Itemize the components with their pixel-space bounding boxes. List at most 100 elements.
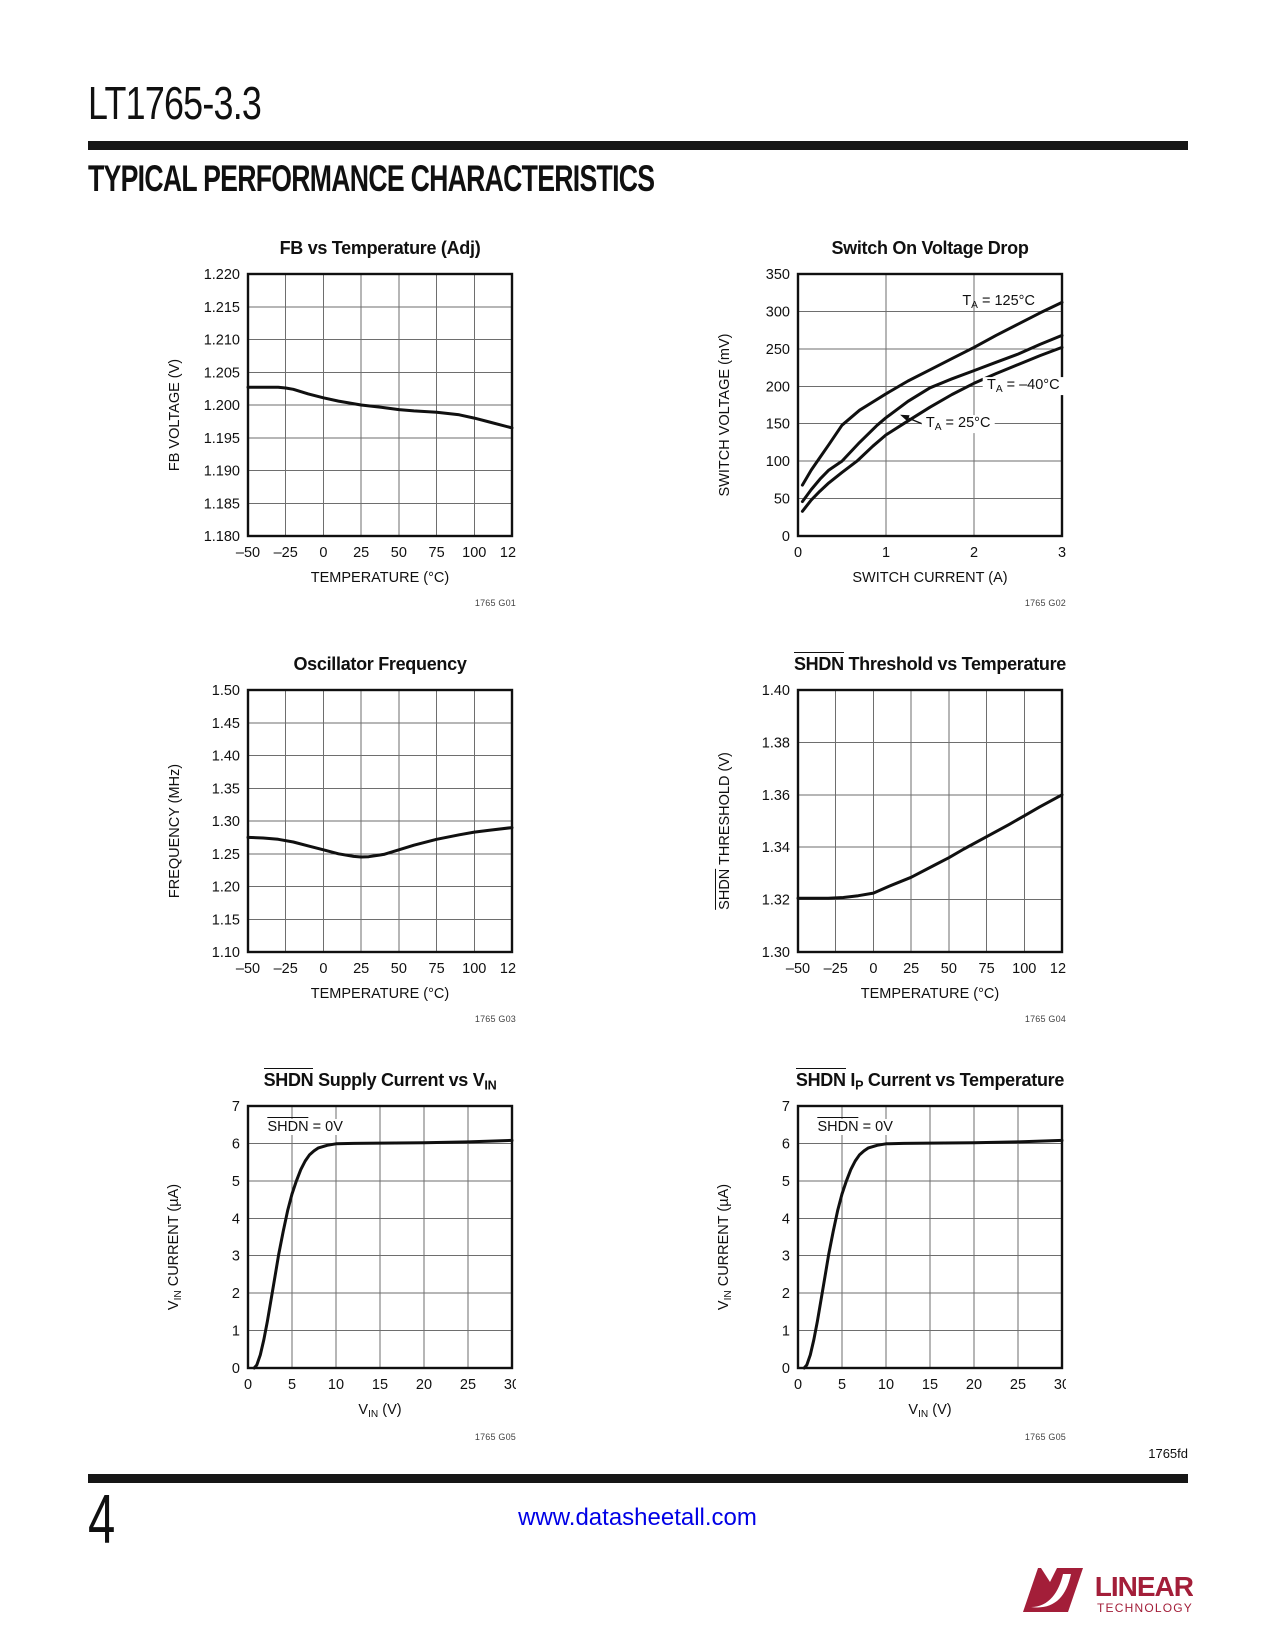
svg-text:125: 125	[500, 961, 516, 977]
svg-text:10: 10	[328, 1377, 344, 1393]
svg-text:50: 50	[391, 545, 407, 561]
svg-text:4: 4	[782, 1211, 790, 1227]
svg-text:0: 0	[319, 545, 327, 561]
svg-text:1.10: 1.10	[212, 945, 240, 961]
chart-switch-on-voltage-drop: Switch On Voltage Drop SWITCH VOLTAGE (m…	[714, 238, 1066, 608]
lt-logo-mark	[1023, 1568, 1083, 1612]
page-number: 4	[88, 1480, 116, 1558]
svg-text:15: 15	[372, 1377, 388, 1393]
plot-svg: 0 1 2 3 350 300 250 200 150 100 50 0	[766, 267, 1066, 561]
chart-figure-number: 1765 G02	[1024, 598, 1066, 608]
svg-text:100: 100	[462, 545, 486, 561]
chart-shdn-supply-current: SHDN Supply Current vs VIN VIN CURRENT (…	[164, 1068, 516, 1442]
svg-text:150: 150	[766, 417, 790, 433]
svg-text:–50: –50	[236, 961, 260, 977]
chart-body: SHDN THRESHOLD (V) –50 –25 0 25 50 75 100 125 1.…	[714, 680, 1066, 982]
svg-text:0: 0	[244, 1377, 252, 1393]
curve-annotation: TA = –40°C	[982, 377, 1064, 396]
svg-text:50: 50	[941, 961, 957, 977]
svg-text:75: 75	[429, 545, 445, 561]
svg-text:4: 4	[232, 1211, 240, 1227]
svg-text:125: 125	[1050, 961, 1066, 977]
svg-text:1.30: 1.30	[212, 814, 240, 830]
y-axis-label: FB VOLTAGE (V)	[167, 358, 183, 472]
svg-text:100: 100	[766, 454, 790, 470]
svg-text:7: 7	[232, 1099, 240, 1115]
svg-text:1.40: 1.40	[762, 683, 790, 699]
svg-text:1: 1	[882, 545, 890, 561]
curve-annotation: TA = 125°C	[962, 293, 1035, 312]
svg-text:5: 5	[838, 1377, 846, 1393]
svg-text:1.15: 1.15	[212, 912, 240, 928]
svg-text:3: 3	[782, 1249, 790, 1265]
chart-body: SWITCH VOLTAGE (mV) 0 1 2 3 350 300 250 200 150 1…	[714, 264, 1066, 566]
x-axis-label: TEMPERATURE (°C)	[310, 986, 450, 1002]
curve-annotation: SHDN = 0V	[263, 1116, 347, 1135]
charts-grid: FB vs Temperature (Adj) FB VOLTAGE (V) –…	[88, 238, 1188, 1442]
svg-text:–25: –25	[824, 961, 848, 977]
logo-brand-text: LINEAR	[1095, 1571, 1193, 1602]
website-link[interactable]: www.datasheetall.com	[518, 1504, 757, 1531]
svg-text:1.36: 1.36	[762, 788, 790, 804]
svg-text:0: 0	[794, 1377, 802, 1393]
svg-text:20: 20	[966, 1377, 982, 1393]
svg-text:3: 3	[232, 1249, 240, 1265]
x-axis-label: TEMPERATURE (°C)	[310, 570, 450, 586]
svg-text:200: 200	[766, 379, 790, 395]
x-axis-label: TEMPERATURE (°C)	[860, 986, 1000, 1002]
svg-text:5: 5	[782, 1174, 790, 1190]
svg-text:1.195: 1.195	[204, 431, 240, 447]
y-axis-label: VIN CURRENT (µA)	[716, 1183, 734, 1311]
website-link-row: www.datasheetall.com	[0, 1504, 1275, 1532]
svg-text:–25: –25	[274, 545, 298, 561]
part-number: LT1765-3.3	[88, 77, 262, 129]
plot-svg: 05101520253076543210	[782, 1099, 1066, 1393]
chart-figure-number: 1765 G01	[474, 598, 516, 608]
plot-area: –50 –25 0 25 50 75 100 125 1.40 1.38 1.36 1.34 1.32 1…	[736, 680, 1066, 982]
x-axis-label: SWITCH CURRENT (A)	[852, 570, 1008, 586]
chart-figure-number: 1765 G05	[1024, 1431, 1066, 1442]
svg-text:100: 100	[462, 961, 486, 977]
svg-text:6: 6	[232, 1136, 240, 1152]
svg-text:75: 75	[429, 961, 445, 977]
svg-text:1.35: 1.35	[212, 781, 240, 797]
svg-text:25: 25	[460, 1377, 476, 1393]
svg-text:2: 2	[970, 545, 978, 561]
y-axis-label: VIN CURRENT (µA)	[166, 1183, 184, 1311]
svg-text:1.190: 1.190	[204, 464, 240, 480]
plot-svg: –50 –25 0 25 50 75 100 125 1.220 1.215 1.210 1.205 1…	[204, 267, 516, 561]
svg-text:3: 3	[1058, 545, 1066, 561]
svg-text:–50: –50	[236, 545, 260, 561]
plot-area: –50 –25 0 25 50 75 100 125 1.220 1.215 1.210 1.205 1…	[186, 264, 516, 566]
plot-area: 0 1 2 3 350 300 250 200 150 100 50 0 TA = 125°C TA = …	[736, 264, 1066, 566]
svg-text:2: 2	[232, 1286, 240, 1302]
chart-title: SHDN Threshold vs Temperature	[793, 652, 1067, 674]
svg-text:1: 1	[782, 1324, 790, 1340]
svg-text:7: 7	[782, 1099, 790, 1115]
svg-text:1.32: 1.32	[762, 893, 790, 909]
plot-area: 05101520253076543210SHDN = 0V	[186, 1096, 516, 1398]
svg-text:1.220: 1.220	[204, 267, 240, 283]
svg-text:1.34: 1.34	[762, 840, 790, 856]
svg-text:0: 0	[782, 1361, 790, 1377]
svg-text:1.205: 1.205	[204, 365, 240, 381]
svg-text:25: 25	[353, 545, 369, 561]
plot-area: –50 –25 0 25 50 75 100 125 1.50 1.45 1.40 1.35 1.30 1…	[186, 680, 516, 982]
svg-text:0: 0	[782, 529, 790, 545]
chart-body: FREQUENCY (MHz) –50 –25 0 25 50 75 100 125 1.50 1…	[164, 680, 516, 982]
section-title: TYPICAL PERFORMANCE CHARACTERISTICS	[88, 158, 655, 199]
svg-text:300: 300	[766, 304, 790, 320]
svg-text:1.50: 1.50	[212, 683, 240, 699]
svg-text:1.185: 1.185	[204, 496, 240, 512]
chart-title: SHDN IP Current vs Temperature	[795, 1068, 1065, 1093]
svg-text:0: 0	[794, 545, 802, 561]
chart-figure-number: 1765 G05	[474, 1431, 516, 1442]
svg-text:50: 50	[774, 492, 790, 508]
svg-text:0: 0	[319, 961, 327, 977]
linear-technology-logo: LINEAR TECHNOLOGY	[1023, 1568, 1193, 1615]
svg-text:0: 0	[869, 961, 877, 977]
svg-text:75: 75	[979, 961, 995, 977]
header-rule	[88, 141, 1188, 150]
svg-text:1.30: 1.30	[762, 945, 790, 961]
